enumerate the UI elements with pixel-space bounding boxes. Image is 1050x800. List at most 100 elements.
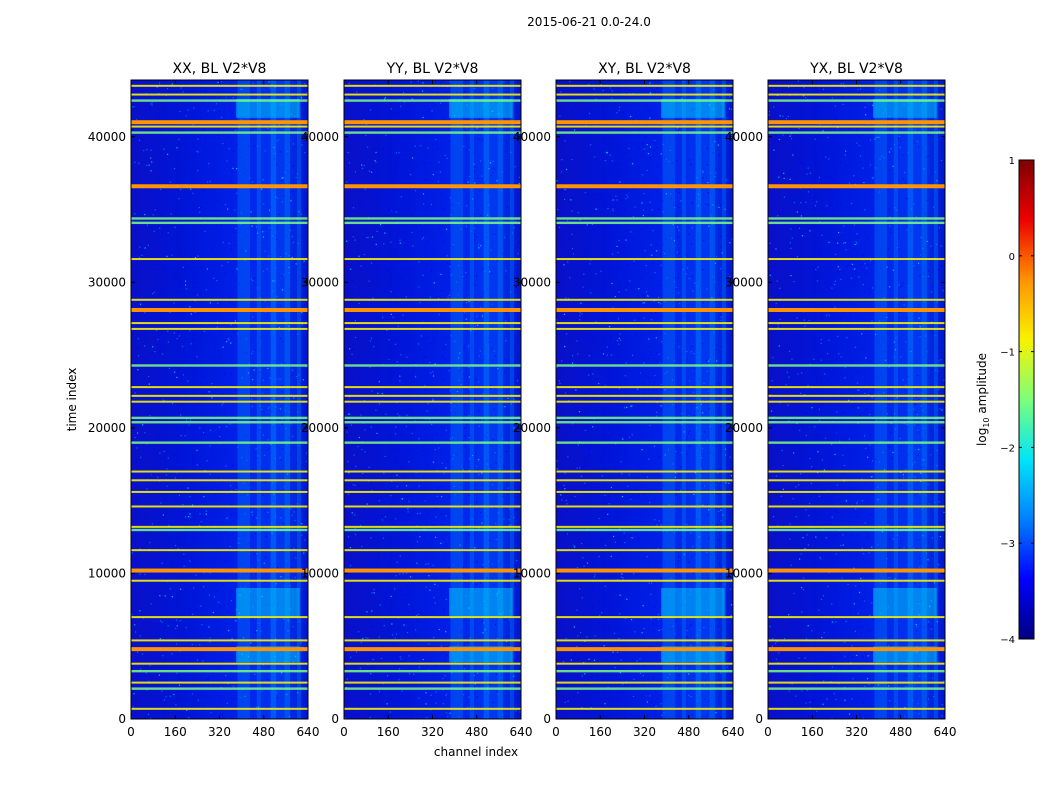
noise-speck [375,152,377,154]
noise-speck [370,537,372,539]
noise-speck [684,600,687,602]
noise-speck [371,610,373,612]
noise-speck [306,148,308,150]
noise-speck [415,615,418,617]
noise-speck [649,645,651,647]
noise-speck [428,204,430,206]
noise-speck [452,454,455,456]
noise-speck [223,410,225,412]
noise-speck [245,389,247,391]
noise-speck [393,502,395,504]
noise-speck [613,586,615,588]
noise-speck [508,524,511,526]
noise-speck [381,515,383,517]
noise-speck [577,211,579,214]
noise-speck [183,300,185,302]
noise-speck [469,388,471,390]
noise-speck [274,600,276,602]
noise-speck [166,255,168,257]
noise-speck [893,423,895,425]
noise-speck [348,697,350,699]
row-line-strong [131,307,308,312]
noise-speck [446,92,448,94]
noise-speck [403,101,406,103]
panel-title: XY, BL V2*V8 [598,61,691,77]
noise-speck [662,657,664,660]
noise-speck [221,349,223,351]
noise-speck [344,693,346,695]
noise-speck [515,709,517,711]
noise-speck [224,374,226,376]
noise-speck [620,691,622,693]
noise-speck [252,82,254,84]
noise-speck [283,319,286,321]
noise-speck [519,312,521,315]
noise-speck [359,484,361,487]
noise-speck [631,434,633,436]
noise-speck [463,347,465,349]
noise-speck [558,455,560,457]
noise-speck [615,672,617,674]
noise-speck [898,248,900,250]
noise-speck [267,666,269,669]
noise-speck [442,379,445,381]
noise-speck [409,714,411,716]
noise-speck [567,456,569,458]
noise-speck [481,177,483,180]
noise-speck [432,398,434,400]
noise-speck [264,556,266,559]
noise-speck [393,190,395,192]
noise-speck [774,642,777,644]
noise-speck [889,225,891,227]
noise-speck [501,377,503,379]
noise-speck [495,523,497,525]
noise-speck [236,489,238,492]
noise-speck [193,300,195,302]
noise-speck [731,238,733,240]
noise-speck [480,245,482,247]
noise-speck [477,672,479,674]
noise-speck [856,535,858,537]
noise-speck [869,630,871,633]
noise-speck [579,219,581,221]
noise-speck [354,528,356,530]
noise-speck [503,518,505,520]
noise-speck [346,155,348,158]
noise-speck [453,485,455,488]
noise-speck [375,243,377,246]
noise-speck [582,557,584,559]
noise-speck [222,584,224,586]
noise-speck [660,462,663,464]
noise-speck [644,695,647,698]
noise-speck [394,448,396,451]
noise-speck [462,275,464,277]
noise-speck [185,355,187,358]
noise-speck [302,379,305,381]
noise-speck [281,177,283,179]
noise-speck [271,522,273,525]
noise-speck [515,286,517,289]
noise-speck [618,135,620,137]
noise-speck [615,465,617,467]
noise-speck [605,447,607,449]
noise-speck [712,204,714,206]
noise-speck [206,114,208,116]
noise-speck [245,250,247,252]
noise-speck [345,162,347,164]
noise-speck [224,617,227,619]
noise-speck [418,666,421,668]
noise-speck [451,203,453,205]
noise-speck [422,713,424,715]
noise-speck [444,154,446,156]
noise-speck [215,590,217,592]
noise-speck [910,361,912,364]
noise-speck [833,351,835,353]
noise-speck [357,445,359,448]
noise-speck [687,432,690,434]
noise-speck [609,243,612,245]
noise-speck [137,338,139,340]
noise-speck [793,280,795,283]
noise-speck [187,654,190,656]
noise-speck [205,410,207,412]
noise-speck [710,210,712,212]
